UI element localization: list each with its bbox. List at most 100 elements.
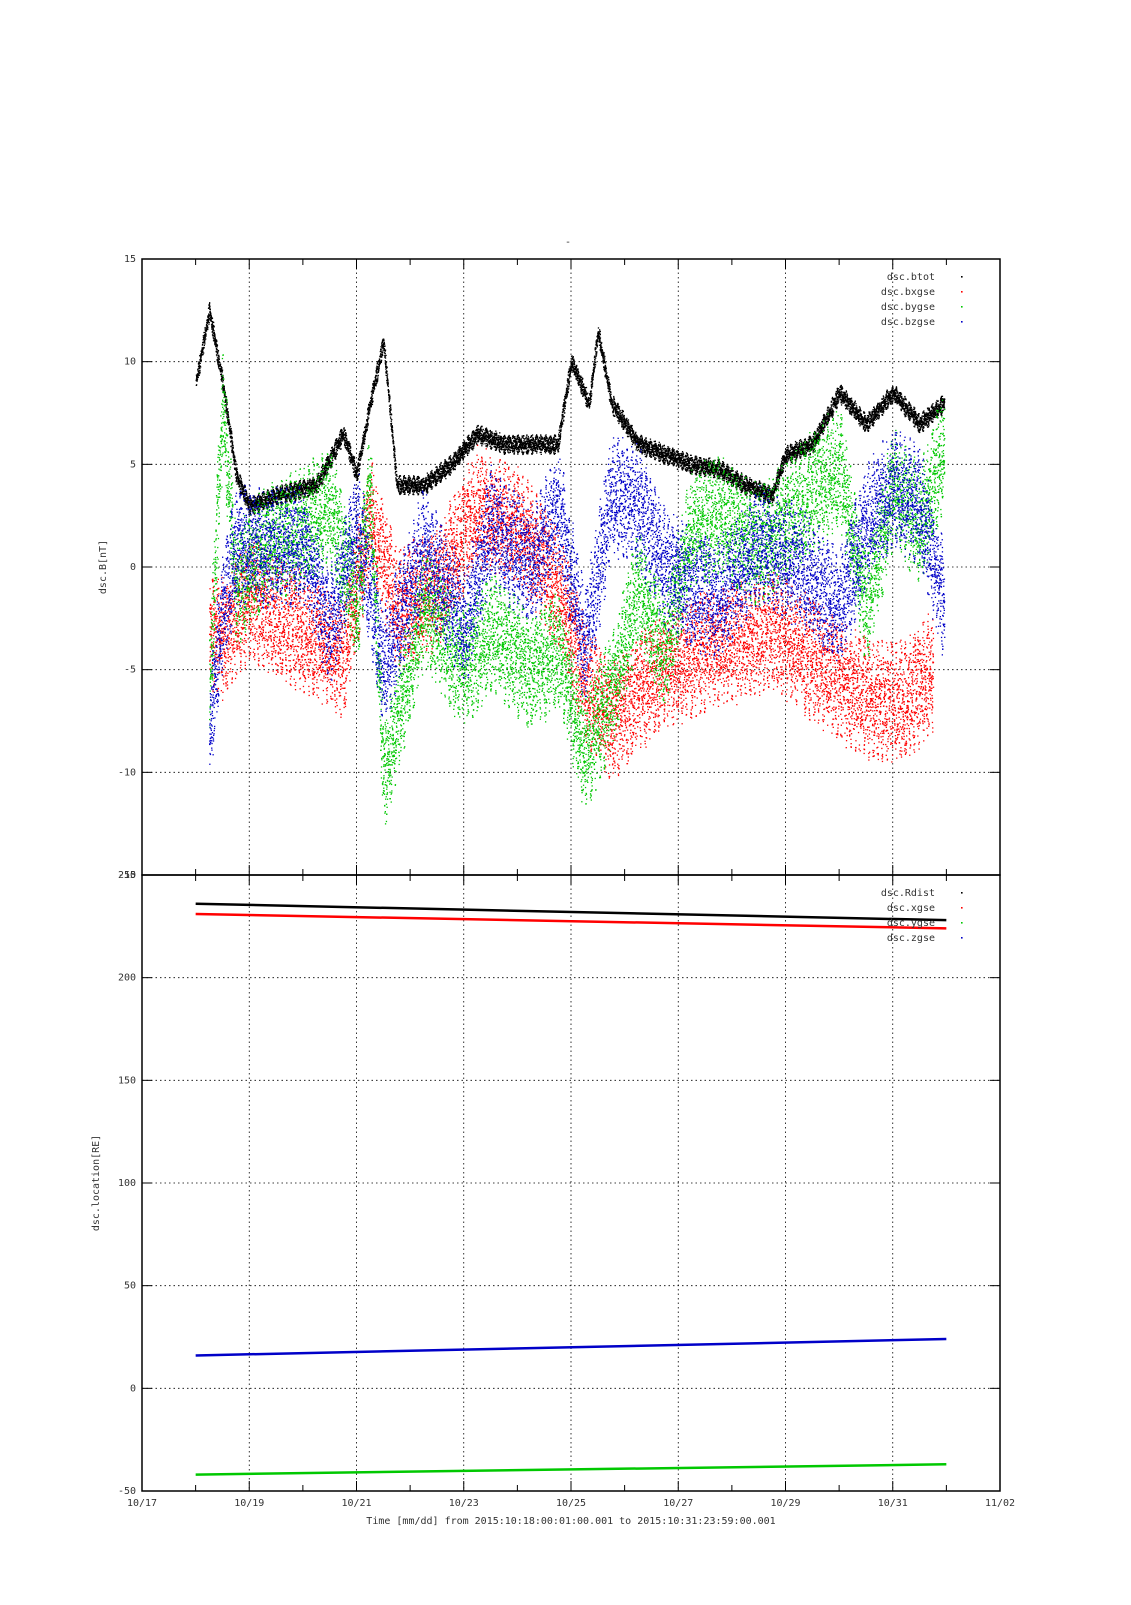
data-point xyxy=(214,326,215,327)
data-point xyxy=(377,366,378,367)
data-point xyxy=(381,356,382,357)
data-point xyxy=(356,473,357,474)
data-point xyxy=(403,487,404,488)
data-point xyxy=(435,473,436,474)
data-point xyxy=(216,340,217,341)
data-point xyxy=(351,454,352,455)
data-point xyxy=(393,443,394,444)
data-point xyxy=(393,440,394,441)
data-point xyxy=(284,485,285,486)
data-point xyxy=(240,477,241,478)
data-point xyxy=(236,480,237,481)
data-point xyxy=(202,344,203,345)
data-point xyxy=(236,467,237,468)
data-point xyxy=(342,439,343,440)
data-point xyxy=(390,405,391,406)
data-point xyxy=(438,472,439,473)
data-point xyxy=(408,483,409,484)
data-point xyxy=(486,428,487,429)
data-point xyxy=(476,439,477,440)
data-point xyxy=(221,373,222,374)
data-point xyxy=(344,427,345,428)
data-point xyxy=(322,480,323,481)
data-point xyxy=(430,480,431,481)
data-point xyxy=(363,448,364,449)
data-point xyxy=(232,445,233,446)
data-point xyxy=(301,485,302,486)
data-point xyxy=(210,309,211,310)
data-point xyxy=(433,480,434,481)
data-point xyxy=(364,441,365,442)
data-point xyxy=(455,465,456,466)
data-point xyxy=(401,489,402,490)
data-point xyxy=(376,382,377,383)
data-point xyxy=(246,491,247,492)
data-point xyxy=(437,483,438,484)
data-point xyxy=(231,428,232,429)
data-point xyxy=(404,494,405,495)
data-point xyxy=(480,435,481,436)
data-point xyxy=(204,343,205,344)
data-point xyxy=(377,378,378,379)
data-point xyxy=(198,377,199,378)
data-point xyxy=(349,443,350,444)
data-point xyxy=(389,399,390,400)
data-point xyxy=(367,421,368,422)
data-point xyxy=(344,437,345,438)
data-point xyxy=(451,459,452,460)
data-point xyxy=(342,440,343,441)
data-point xyxy=(367,419,368,420)
data-point xyxy=(393,441,394,442)
data-point xyxy=(239,478,240,479)
data-point xyxy=(391,421,392,422)
data-point xyxy=(335,459,336,460)
data-point xyxy=(341,443,342,444)
data-point xyxy=(217,346,218,347)
data-point xyxy=(439,469,440,470)
data-point xyxy=(481,433,482,434)
data-point xyxy=(419,491,420,492)
data-point xyxy=(387,367,388,368)
data-point xyxy=(357,478,358,479)
data-point xyxy=(410,478,411,479)
data-point xyxy=(466,442,467,443)
data-point xyxy=(467,455,468,456)
data-point xyxy=(438,479,439,480)
data-point xyxy=(348,458,349,459)
data-point xyxy=(400,493,401,494)
data-point xyxy=(450,461,451,462)
data-point xyxy=(417,489,418,490)
data-point xyxy=(231,432,232,433)
data-point xyxy=(369,408,370,409)
data-point xyxy=(459,463,460,464)
data-point xyxy=(455,466,456,467)
data-point xyxy=(365,435,366,436)
data-point xyxy=(403,484,404,485)
data-point xyxy=(491,431,492,432)
data-point xyxy=(392,432,393,433)
data-point xyxy=(378,375,379,376)
data-point xyxy=(385,360,386,361)
data-point xyxy=(391,423,392,424)
data-point xyxy=(224,388,225,389)
data-point xyxy=(460,459,461,460)
data-point xyxy=(235,460,236,461)
data-point xyxy=(226,396,227,397)
data-point xyxy=(281,499,282,500)
data-point xyxy=(400,475,401,476)
data-point xyxy=(232,441,233,442)
data-point xyxy=(321,482,322,483)
data-point xyxy=(392,427,393,428)
data-point xyxy=(204,345,205,346)
data-point xyxy=(210,311,211,312)
data-point xyxy=(212,335,213,336)
data-point xyxy=(348,441,349,442)
data-point xyxy=(362,444,363,445)
data-point xyxy=(224,386,225,387)
data-point xyxy=(228,416,229,417)
data-point xyxy=(332,447,333,448)
data-point xyxy=(238,476,239,477)
data-point xyxy=(223,377,224,378)
data-point xyxy=(487,446,488,447)
data-point xyxy=(242,485,243,486)
